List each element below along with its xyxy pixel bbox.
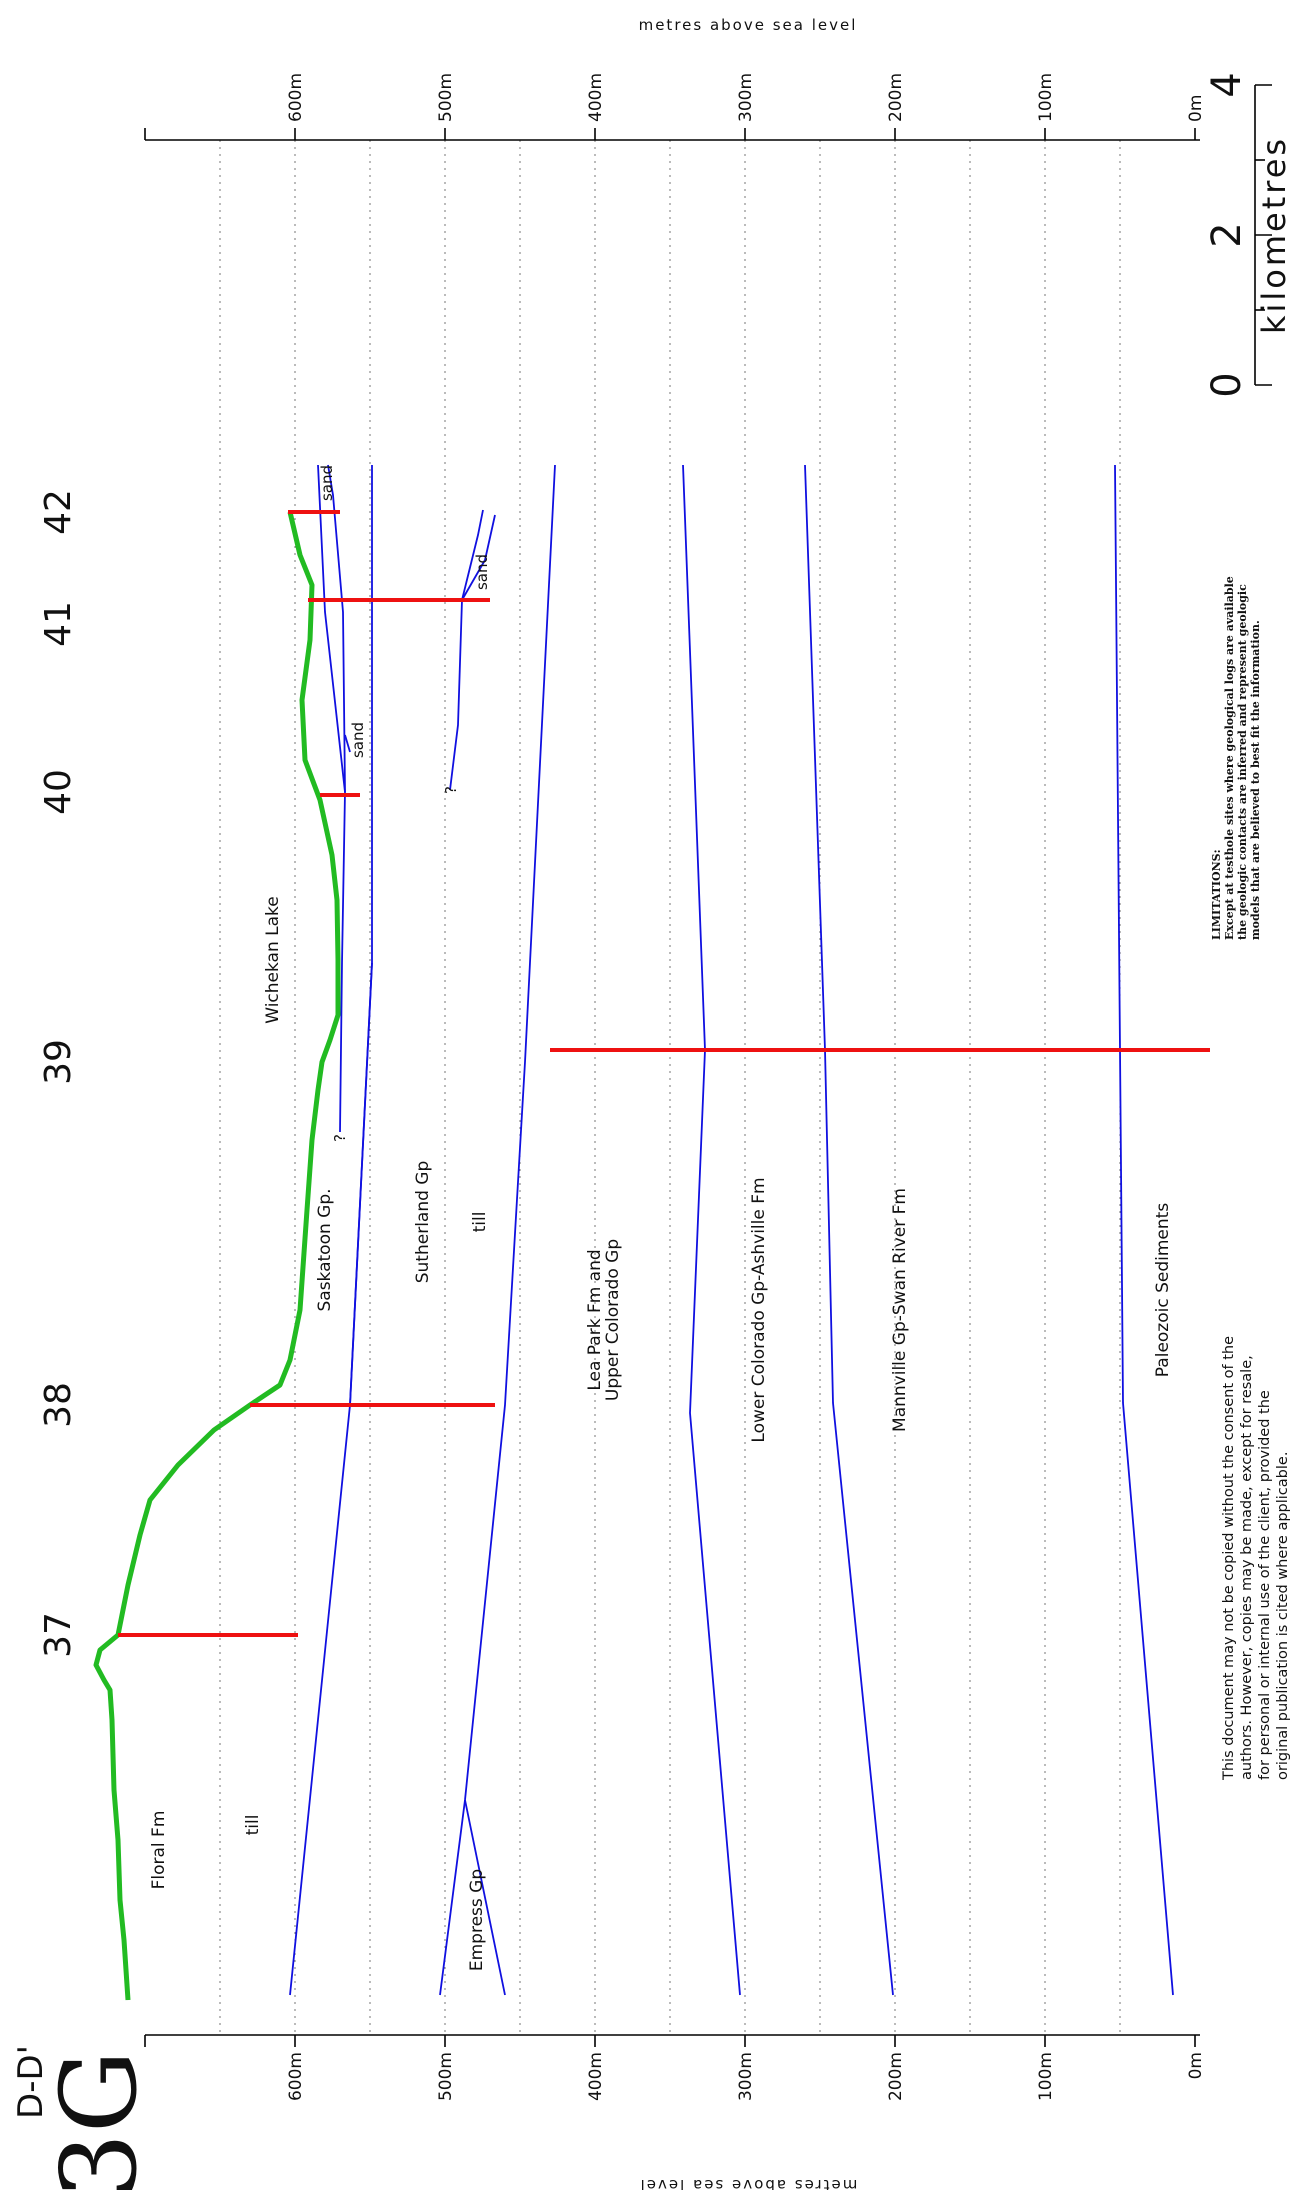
contact-saskatoon-base [349, 465, 373, 1406]
axis-title-bottom: metres above sea level [639, 2176, 858, 2190]
tick-label-top: 600m [286, 73, 306, 122]
elevation-axis-top [144, 128, 1200, 141]
unit-label-empress: Empress Gp [467, 1869, 487, 1971]
unit-label-till-lower: till [470, 1212, 490, 1233]
tick-label-bottom: 0m [1186, 2052, 1206, 2079]
contact-lower-colorado [682, 464, 741, 1996]
contact-paleozoic [1114, 464, 1174, 1996]
scale-bar: 4 2 0 kilometres [1204, 72, 1293, 397]
elevation-labels-bottom: 0m 100m 200m 300m 400m 500m 600m [286, 2052, 1206, 2101]
section-id: D-D' [11, 2045, 51, 2119]
unit-label-wichekan: Wichekan Lake [263, 896, 283, 1023]
unit-label-till-upper: till [243, 1815, 263, 1836]
limitations-line: the geologic contacts are inferred and r… [1236, 584, 1249, 940]
unit-labels: Floral Fm till Empress Gp Saskatoon Gp. … [149, 465, 1173, 1971]
testhole-numbers: 37 38 39 40 41 42 [38, 489, 79, 1658]
unit-label-lea-park: Lea Park Fm and [585, 1249, 605, 1390]
contact-sand-lens [449, 509, 484, 791]
scale-tick-label: 2 [1204, 222, 1250, 247]
limitations-line: LIMITATIONS: [1210, 849, 1223, 940]
tick-label-bottom: 600m [286, 2052, 306, 2101]
scale-unit-label: kilometres [1255, 136, 1293, 334]
testhole-number: 40 [38, 769, 79, 815]
testhole-number: 41 [38, 601, 79, 647]
unit-label-sand: sand [473, 554, 491, 590]
unit-label-upper-colorado: Upper Colorado Gp [603, 1239, 623, 1401]
tick-label-top: 100m [1036, 73, 1056, 122]
unit-label-lower-colorado: Lower Colorado Gp-Ashville Fm [749, 1177, 769, 1442]
contact-sand-upper [317, 464, 346, 793]
contact-till-base [289, 962, 373, 1996]
elevation-labels-top: 0m 100m 200m 300m 400m 500m 600m [286, 73, 1206, 122]
scale-tick-label: 4 [1204, 72, 1250, 97]
tick-label-bottom: 500m [436, 2052, 456, 2101]
tick-label-top: 500m [436, 73, 456, 122]
copyright-line: for personal or internal use of the clie… [1257, 1390, 1273, 1780]
tick-label-bottom: 400m [586, 2052, 606, 2101]
unit-label-paleozoic: Paleozoic Sediments [1153, 1203, 1173, 1378]
copyright-note: This document may not be copied without … [1221, 1336, 1291, 1781]
sand-leader-line [344, 734, 351, 753]
unit-label-question: ? [442, 786, 460, 794]
tick-label-top: 0m [1186, 95, 1206, 122]
unit-label-saskatoon: Saskatoon Gp. [315, 1188, 335, 1311]
copyright-line: authors. However, copies may be made, ex… [1239, 1355, 1255, 1780]
ground-surface [93, 511, 341, 2001]
scale-tick-label: 0 [1204, 372, 1250, 397]
limitations-note: LIMITATIONS: Except at testhole sites wh… [1210, 576, 1262, 940]
testholes [118, 510, 1210, 1637]
copyright-line: original publication is cited where appl… [1275, 1452, 1291, 1780]
elevation-gridlines [219, 140, 1121, 2035]
tick-label-top: 200m [886, 73, 906, 122]
tick-label-bottom: 300m [736, 2052, 756, 2101]
testhole-number: 37 [38, 1612, 79, 1658]
elevation-axis-bottom [144, 2034, 1200, 2047]
unit-label-question: ? [331, 1134, 349, 1142]
testhole-number: 39 [38, 1039, 79, 1085]
limitations-line: models that are believed to best fit the… [1249, 620, 1262, 940]
unit-label-sutherland: Sutherland Gp [413, 1161, 433, 1284]
testhole-number: 42 [38, 489, 79, 535]
tick-label-top: 400m [586, 73, 606, 122]
contact-mannville [804, 464, 894, 1996]
contact-saskatoon-inner [327, 464, 346, 1133]
contact-empress-top [439, 464, 556, 1996]
copyright-line: This document may not be copied without … [1221, 1336, 1237, 1781]
tick-label-bottom: 200m [886, 2052, 906, 2101]
map-sheet-label: 73G [38, 2050, 160, 2190]
unit-label-mannville: Mannville Gp-Swan River Fm [890, 1188, 910, 1432]
axis-title-top: metres above sea level [639, 16, 858, 34]
tick-label-bottom: 100m [1036, 2052, 1056, 2101]
testhole-number: 38 [38, 1382, 79, 1428]
limitations-line: Except at testhole sites where geologica… [1223, 576, 1236, 940]
contact-sand-lens-lower [461, 514, 496, 601]
contact-empress-bottom [464, 1799, 506, 1996]
unit-label-sand: sand [349, 722, 367, 758]
tick-label-top: 300m [736, 73, 756, 122]
unit-label-floral: Floral Fm [149, 1811, 169, 1890]
geologic-contacts [289, 464, 1174, 1996]
unit-label-sand: sand [318, 465, 336, 501]
